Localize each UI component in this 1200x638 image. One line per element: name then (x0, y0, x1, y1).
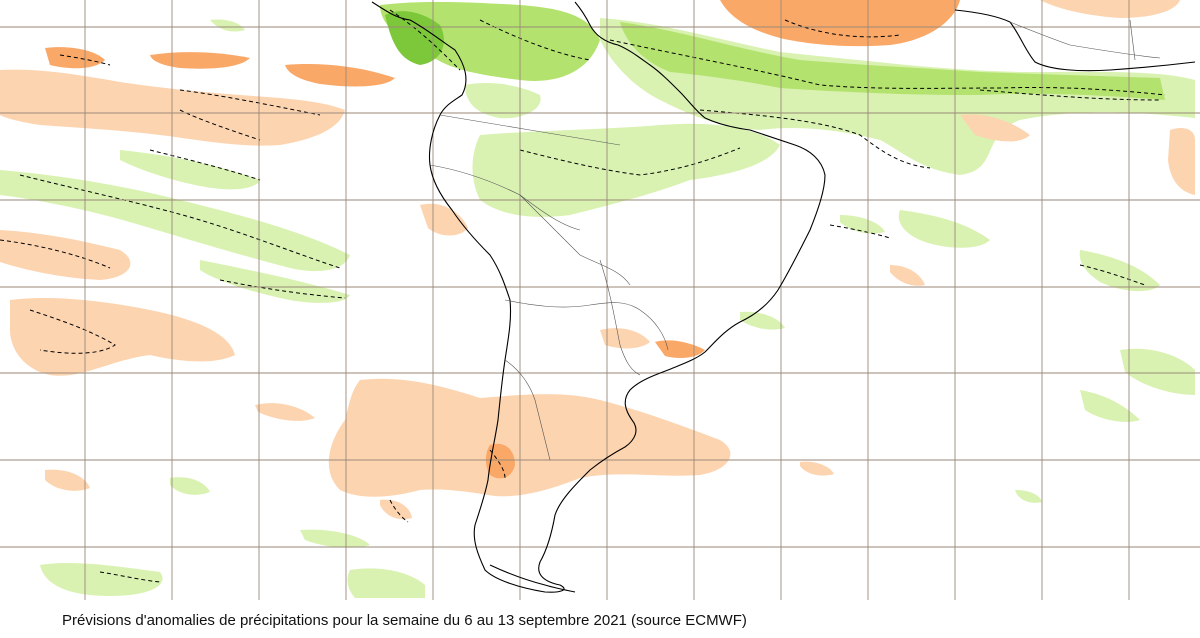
dry-anomaly-west-pacific-1 (0, 230, 131, 280)
wet-anomaly-south-pacific-4 (170, 477, 210, 495)
dry-anomaly-layer (0, 0, 1195, 520)
africa-west-coastline (954, 9, 1196, 72)
wet-anomaly-pacific-streak-1 (0, 170, 350, 272)
wet-anomaly-atlantic-core (620, 22, 1165, 100)
dry-anomaly-east-atlantic-2 (1168, 128, 1195, 195)
coastlines (371, 1, 1196, 593)
wet-anomaly-pacific-streak-2 (120, 150, 260, 190)
dry-anomaly-brazil-south (600, 328, 650, 349)
patagonia-tip (489, 564, 576, 593)
wet-anomaly-layer (0, 1, 1195, 598)
dry-anomaly-northwest-pacific-1 (0, 69, 345, 146)
dry-anomaly-south-atlantic-1 (800, 461, 834, 476)
wet-anomaly-southeast-brazil (740, 311, 785, 330)
precipitation-anomaly-map (0, 0, 1200, 600)
south-america-coastline (371, 1, 826, 593)
dry-anomaly-west-pacific-2 (10, 298, 235, 376)
lat-lon-grid (0, 0, 1200, 600)
wet-anomaly-north-pacific-small (210, 19, 245, 32)
dry-anomaly-north-atlantic-east (1040, 0, 1180, 18)
dry-anomaly-south-america-southern (328, 378, 731, 497)
country-borders (429, 19, 1161, 461)
wet-anomaly-south-atlantic-1 (1079, 250, 1160, 292)
dry-anomaly-northwest-pacific-3 (150, 52, 250, 69)
dry-anomaly-south-pacific-1 (45, 469, 90, 491)
wet-anomaly-amazon (472, 123, 780, 217)
wet-anomaly-south-pacific-3 (40, 562, 163, 596)
wet-anomaly-south-atlantic-2 (1120, 348, 1195, 395)
wet-anomaly-central-andes (465, 83, 541, 119)
wet-anomaly-south-pacific-2 (347, 568, 425, 598)
dry-anomaly-south-pacific-3 (255, 403, 315, 421)
dry-anomaly-south-pacific-2 (380, 499, 412, 520)
dry-anomaly-patagonia-core (485, 443, 515, 479)
dry-anomaly-northwest-pacific-4 (285, 64, 395, 87)
dry-anomaly-east-atlantic-3 (890, 265, 925, 286)
wet-anomaly-east-atlantic (898, 210, 990, 248)
map-caption: Prévisions d'anomalies de précipitations… (62, 612, 747, 629)
wet-anomaly-south-pacific-1 (300, 529, 370, 548)
wet-anomaly-south-atlantic-3 (1080, 390, 1140, 422)
anomaly-contours (0, 9, 1166, 583)
dry-anomaly-uruguay-core (655, 340, 705, 358)
wet-anomaly-pacific-streak-3 (200, 260, 350, 303)
wet-anomaly-east-central-atlantic (840, 215, 885, 234)
wet-anomaly-southwest-atlantic (1015, 490, 1042, 503)
dry-anomaly-north-atlantic (720, 0, 960, 47)
dry-anomaly-east-atlantic-1 (960, 114, 1030, 142)
dry-anomaly-chile-north (420, 203, 468, 236)
wet-anomaly-colombia-core (385, 11, 444, 65)
